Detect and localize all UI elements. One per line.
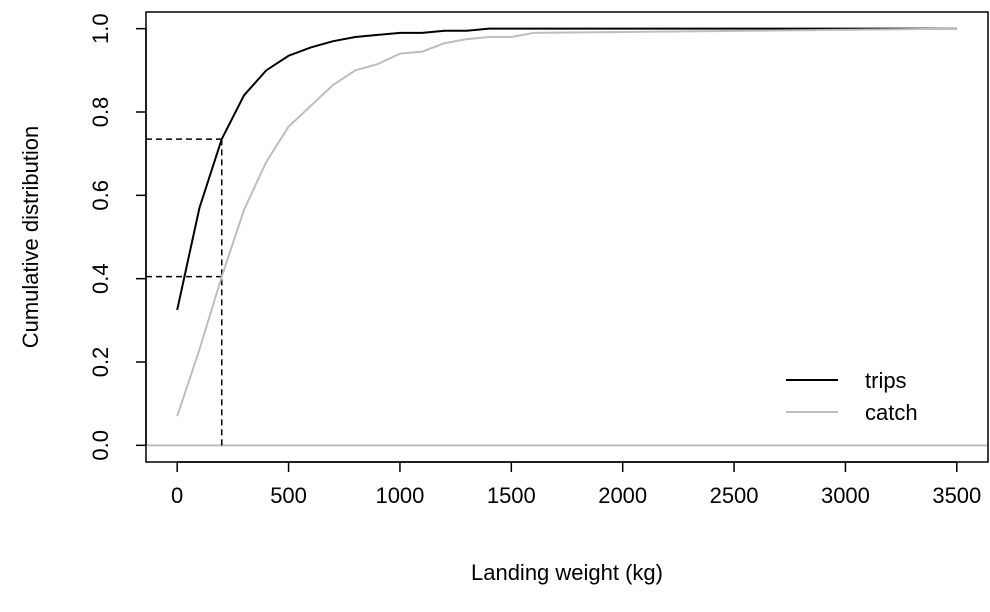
series-line — [176, 27, 957, 417]
legend-label: trips — [865, 368, 907, 393]
y-tick-label: 0.0 — [88, 430, 113, 461]
legend-label: catch — [865, 400, 918, 425]
x-axis-label: Landing weight (kg) — [471, 560, 663, 585]
y-tick-label: 0.4 — [88, 263, 113, 294]
y-tick-label: 0.2 — [88, 347, 113, 378]
y-tick-label: 0.8 — [88, 97, 113, 128]
x-tick-label: 3500 — [932, 483, 981, 508]
y-axis-label: Cumulative distribution — [18, 126, 43, 349]
y-tick-label: 0.6 — [88, 180, 113, 211]
x-tick-label: 500 — [270, 483, 307, 508]
x-tick-label: 2500 — [710, 483, 759, 508]
x-tick-label: 1500 — [487, 483, 536, 508]
y-tick-label: 1.0 — [88, 13, 113, 44]
x-tick-label: 2000 — [598, 483, 647, 508]
plot-frame — [145, 11, 989, 463]
series-line — [176, 27, 957, 311]
x-tick-label: 1000 — [375, 483, 424, 508]
x-tick-label: 3000 — [821, 483, 870, 508]
x-tick-label: 0 — [171, 483, 183, 508]
